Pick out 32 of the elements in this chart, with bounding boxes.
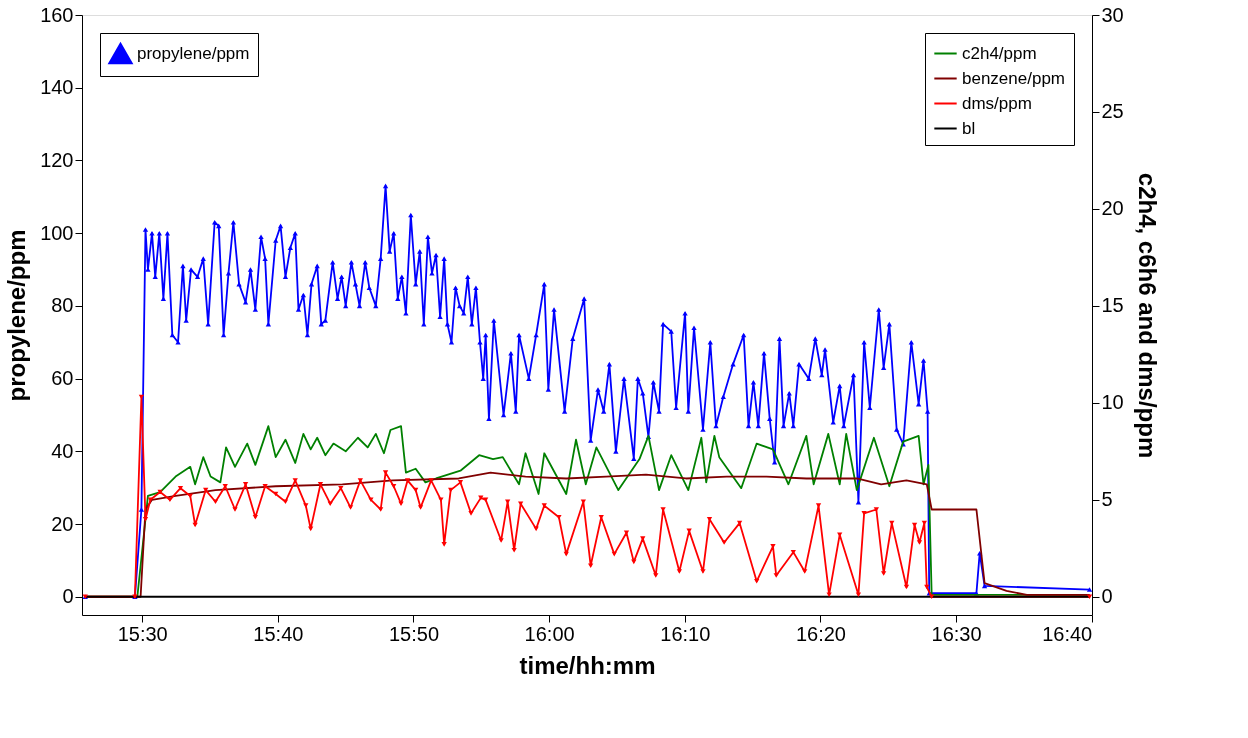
x-tick-label: 16:30: [931, 622, 982, 645]
legend-label: benzene/ppm: [962, 68, 1066, 88]
y2-tick-label: 10: [1101, 391, 1124, 414]
y-tick-label: 60: [51, 367, 74, 390]
y2-axis-title: c2h4, c6h6 and dms/ppm: [1133, 172, 1161, 459]
x-tick-label: 15:40: [253, 622, 304, 645]
legend-label: bl: [962, 118, 976, 138]
x-tick-label: 16:40: [1042, 622, 1093, 645]
y-tick-label: 80: [51, 294, 74, 317]
legend-label: c2h4/ppm: [962, 43, 1037, 63]
y-tick-label: 160: [40, 3, 74, 26]
y-tick-label: 0: [62, 585, 74, 608]
y2-tick-label: 20: [1101, 197, 1124, 220]
x-tick-label: 16:00: [524, 622, 575, 645]
y-tick-label: 40: [51, 439, 74, 462]
y2-tick-label: 15: [1101, 294, 1124, 317]
y2-tick-label: 0: [1101, 585, 1113, 608]
y2-tick-label: 25: [1101, 100, 1124, 123]
y-axis-title: propylene/ppm: [3, 229, 31, 402]
x-tick-label: 15:30: [117, 622, 168, 645]
x-axis-title: time/hh:mm: [519, 651, 656, 679]
y-tick-label: 140: [40, 76, 74, 99]
y2-tick-label: 5: [1101, 488, 1113, 511]
y2-tick-label: 30: [1101, 3, 1124, 26]
legend-label: propylene/ppm: [137, 43, 250, 63]
y-tick-label: 20: [51, 512, 74, 535]
y-tick-label: 100: [40, 221, 74, 244]
x-tick-label: 16:20: [795, 622, 846, 645]
x-tick-label: 15:50: [388, 622, 440, 645]
x-tick-label: 16:10: [660, 622, 711, 645]
y-tick-label: 120: [40, 148, 74, 171]
legend-label: dms/ppm: [962, 93, 1032, 113]
